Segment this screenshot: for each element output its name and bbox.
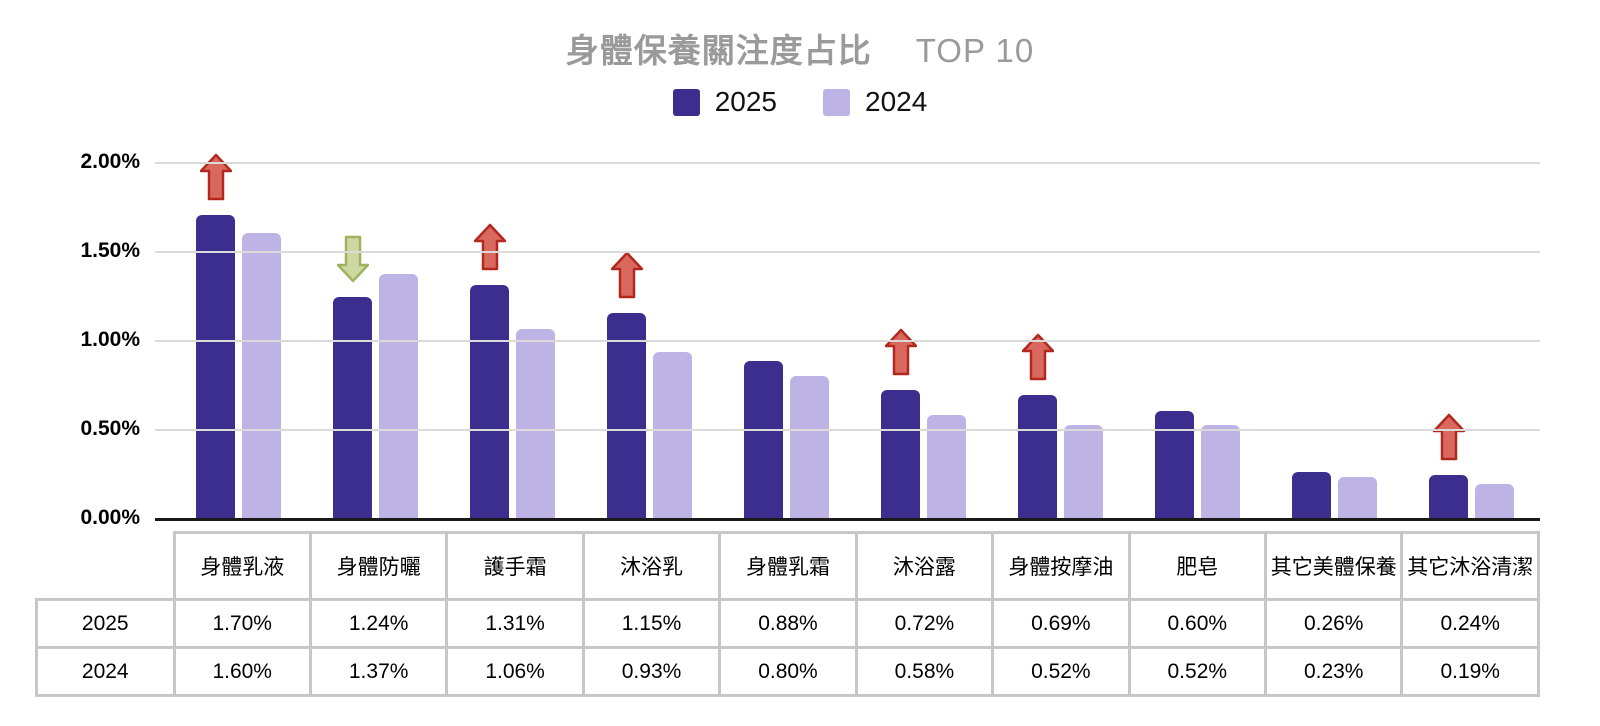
chart-title: 身體保養關注度占比 TOP 10 — [0, 24, 1600, 72]
value-cell: 0.88% — [718, 598, 858, 649]
table-corner-cell — [37, 533, 175, 600]
value-cell: 1.24% — [308, 598, 449, 649]
value-cell: 0.72% — [854, 598, 995, 649]
value-cell: 1.31% — [445, 598, 585, 649]
value-cell: 1.60% — [172, 646, 312, 697]
bar-group — [1403, 162, 1540, 518]
value-cell: 0.58% — [854, 646, 995, 697]
value-cell: 0.23% — [1263, 646, 1404, 697]
value-cell: 1.37% — [308, 646, 449, 697]
bar-2025 — [881, 389, 920, 518]
arrow-up-icon — [199, 153, 232, 201]
bar-group — [1266, 162, 1403, 518]
gridline — [155, 162, 1540, 164]
bar-2025 — [744, 361, 783, 518]
legend-entry-2025: 2025 — [672, 86, 777, 118]
bar-2024 — [653, 352, 692, 518]
bar-2025 — [607, 313, 646, 518]
bar-2024 — [1201, 425, 1240, 518]
header-cell: 沐浴露 — [854, 531, 995, 601]
row-label: 2024 — [35, 646, 176, 697]
value-cell: 1.70% — [172, 598, 312, 649]
bar-2024 — [379, 274, 418, 518]
value-cell: 0.52% — [1127, 646, 1268, 697]
y-axis-labels: 2.00% 1.50% 1.00% 0.50% 0.00% — [0, 0, 140, 726]
value-cell: 0.26% — [1263, 598, 1404, 649]
bar-2025 — [333, 297, 372, 518]
header-cell: 其它沐浴清潔 — [1400, 531, 1540, 601]
arrow-up-icon — [1021, 333, 1054, 381]
legend-swatch-2024-icon — [823, 88, 850, 116]
bar-2024 — [790, 375, 829, 518]
row-label: 2025 — [35, 598, 176, 649]
legend-swatch-2025-icon — [672, 88, 700, 116]
bar-2024 — [1475, 484, 1514, 518]
chart-legend: 2025 2024 — [0, 86, 1600, 118]
value-cell: 1.06% — [445, 646, 585, 697]
table-header-row: 身體乳液 身體防曬 護手霜 沐浴乳 身體乳霜 沐浴露 身體按摩油 肥皂 其它美體保養 其它沐浴清潔 — [37, 531, 1540, 601]
arrow-up-icon — [884, 328, 917, 376]
bar-2024 — [1064, 425, 1103, 518]
y-tick-label: 0.50% — [80, 417, 140, 440]
value-cell: 0.24% — [1400, 598, 1540, 649]
bar-2024 — [242, 233, 281, 518]
header-cell: 其它美體保養 — [1263, 531, 1404, 601]
value-cell: 0.69% — [991, 598, 1131, 649]
value-cell: 0.19% — [1400, 646, 1540, 697]
data-table: 身體乳液 身體防曬 護手霜 沐浴乳 身體乳霜 沐浴露 身體按摩油 肥皂 其它美體保養 其它沐浴清潔… — [35, 531, 1540, 697]
plot-area — [155, 154, 1540, 521]
header-cell: 肥皂 — [1127, 531, 1268, 601]
bar-2024 — [927, 414, 966, 518]
bar-group — [444, 162, 581, 518]
bar-group — [992, 162, 1129, 518]
header-cell: 身體防曬 — [308, 531, 449, 601]
gridline — [155, 251, 1540, 253]
arrow-up-icon — [610, 251, 643, 299]
bar-groups — [170, 154, 1540, 518]
arrow-up-icon — [473, 223, 506, 271]
table-row: 2024 1.60% 1.37% 1.06% 0.93% 0.80% 0.58% 0.52% 0… — [35, 646, 1540, 697]
bar-2025 — [1292, 471, 1331, 518]
bar-2025 — [196, 215, 235, 518]
legend-label-2025: 2025 — [714, 86, 777, 117]
legend-entry-2024: 2024 — [823, 86, 927, 118]
value-cell: 0.52% — [991, 646, 1131, 697]
header-cell: 身體乳霜 — [718, 531, 858, 601]
value-cell: 0.93% — [581, 646, 722, 697]
y-tick-label: 1.00% — [80, 328, 140, 351]
bar-group — [718, 162, 855, 518]
bar-2024 — [1338, 477, 1377, 518]
header-cell: 沐浴乳 — [581, 531, 722, 601]
y-tick-label: 1.50% — [80, 239, 140, 262]
header-cell: 護手霜 — [445, 531, 585, 601]
bar-2025 — [1018, 395, 1057, 518]
value-cell: 0.60% — [1127, 598, 1268, 649]
gridline — [155, 340, 1540, 342]
header-cell: 身體按摩油 — [991, 531, 1131, 601]
table-row: 2025 1.70% 1.24% 1.31% 1.15% 0.88% 0.72% 0.69% 0… — [35, 598, 1540, 649]
y-tick-label: 2.00% — [80, 150, 140, 173]
arrow-down-icon — [336, 235, 369, 283]
y-tick-label: 0.00% — [80, 506, 140, 529]
bar-group — [855, 162, 992, 518]
chart-title-suffix: TOP 10 — [915, 32, 1035, 69]
bar-2025 — [1155, 411, 1194, 518]
bar-2024 — [516, 329, 555, 518]
value-cell: 0.80% — [718, 646, 858, 697]
header-cell: 身體乳液 — [172, 531, 312, 601]
gridline — [155, 429, 1540, 431]
bar-group — [581, 162, 718, 518]
chart-title-main: 身體保養關注度占比 — [565, 32, 872, 69]
bar-group — [170, 154, 307, 518]
bar-2025 — [470, 284, 509, 518]
legend-label-2024: 2024 — [865, 86, 928, 117]
bar-2025 — [1429, 475, 1468, 518]
value-cell: 1.15% — [581, 598, 722, 649]
arrow-up-icon — [1432, 413, 1465, 461]
bar-group — [307, 162, 444, 518]
